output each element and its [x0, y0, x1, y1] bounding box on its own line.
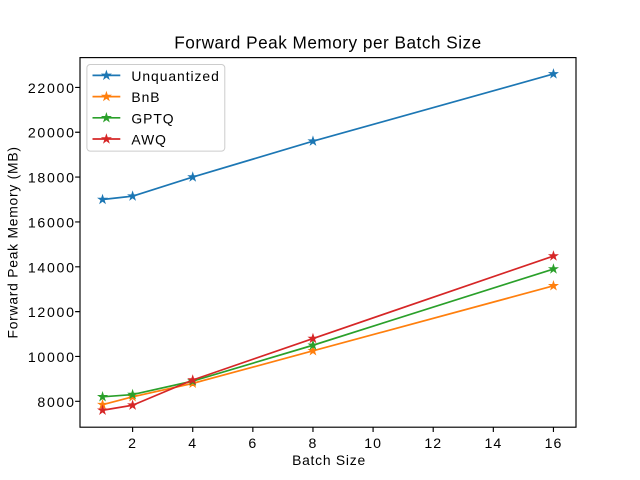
svg-text:2: 2	[128, 435, 137, 451]
svg-text:BnB: BnB	[131, 89, 160, 105]
svg-text:Unquantized: Unquantized	[131, 68, 219, 84]
svg-text:8: 8	[309, 435, 318, 451]
svg-text:14000: 14000	[28, 259, 76, 275]
svg-text:10000: 10000	[28, 349, 76, 365]
svg-text:16: 16	[545, 435, 563, 451]
svg-text:10: 10	[364, 435, 382, 451]
svg-text:4: 4	[188, 435, 197, 451]
svg-text:Batch Size: Batch Size	[292, 452, 366, 468]
svg-text:AWQ: AWQ	[131, 132, 166, 148]
svg-text:Forward Peak Memory per Batch: Forward Peak Memory per Batch Size	[174, 32, 481, 52]
svg-text:20000: 20000	[28, 125, 76, 141]
svg-text:Forward Peak Memory (MB): Forward Peak Memory (MB)	[4, 146, 20, 338]
svg-text:16000: 16000	[28, 214, 76, 230]
svg-text:12: 12	[424, 435, 442, 451]
svg-text:18000: 18000	[28, 170, 76, 186]
svg-text:6: 6	[248, 435, 257, 451]
svg-text:8000: 8000	[37, 394, 75, 410]
svg-text:22000: 22000	[28, 80, 76, 96]
svg-text:14: 14	[484, 435, 502, 451]
svg-text:GPTQ: GPTQ	[131, 110, 174, 126]
svg-text:12000: 12000	[28, 304, 76, 320]
